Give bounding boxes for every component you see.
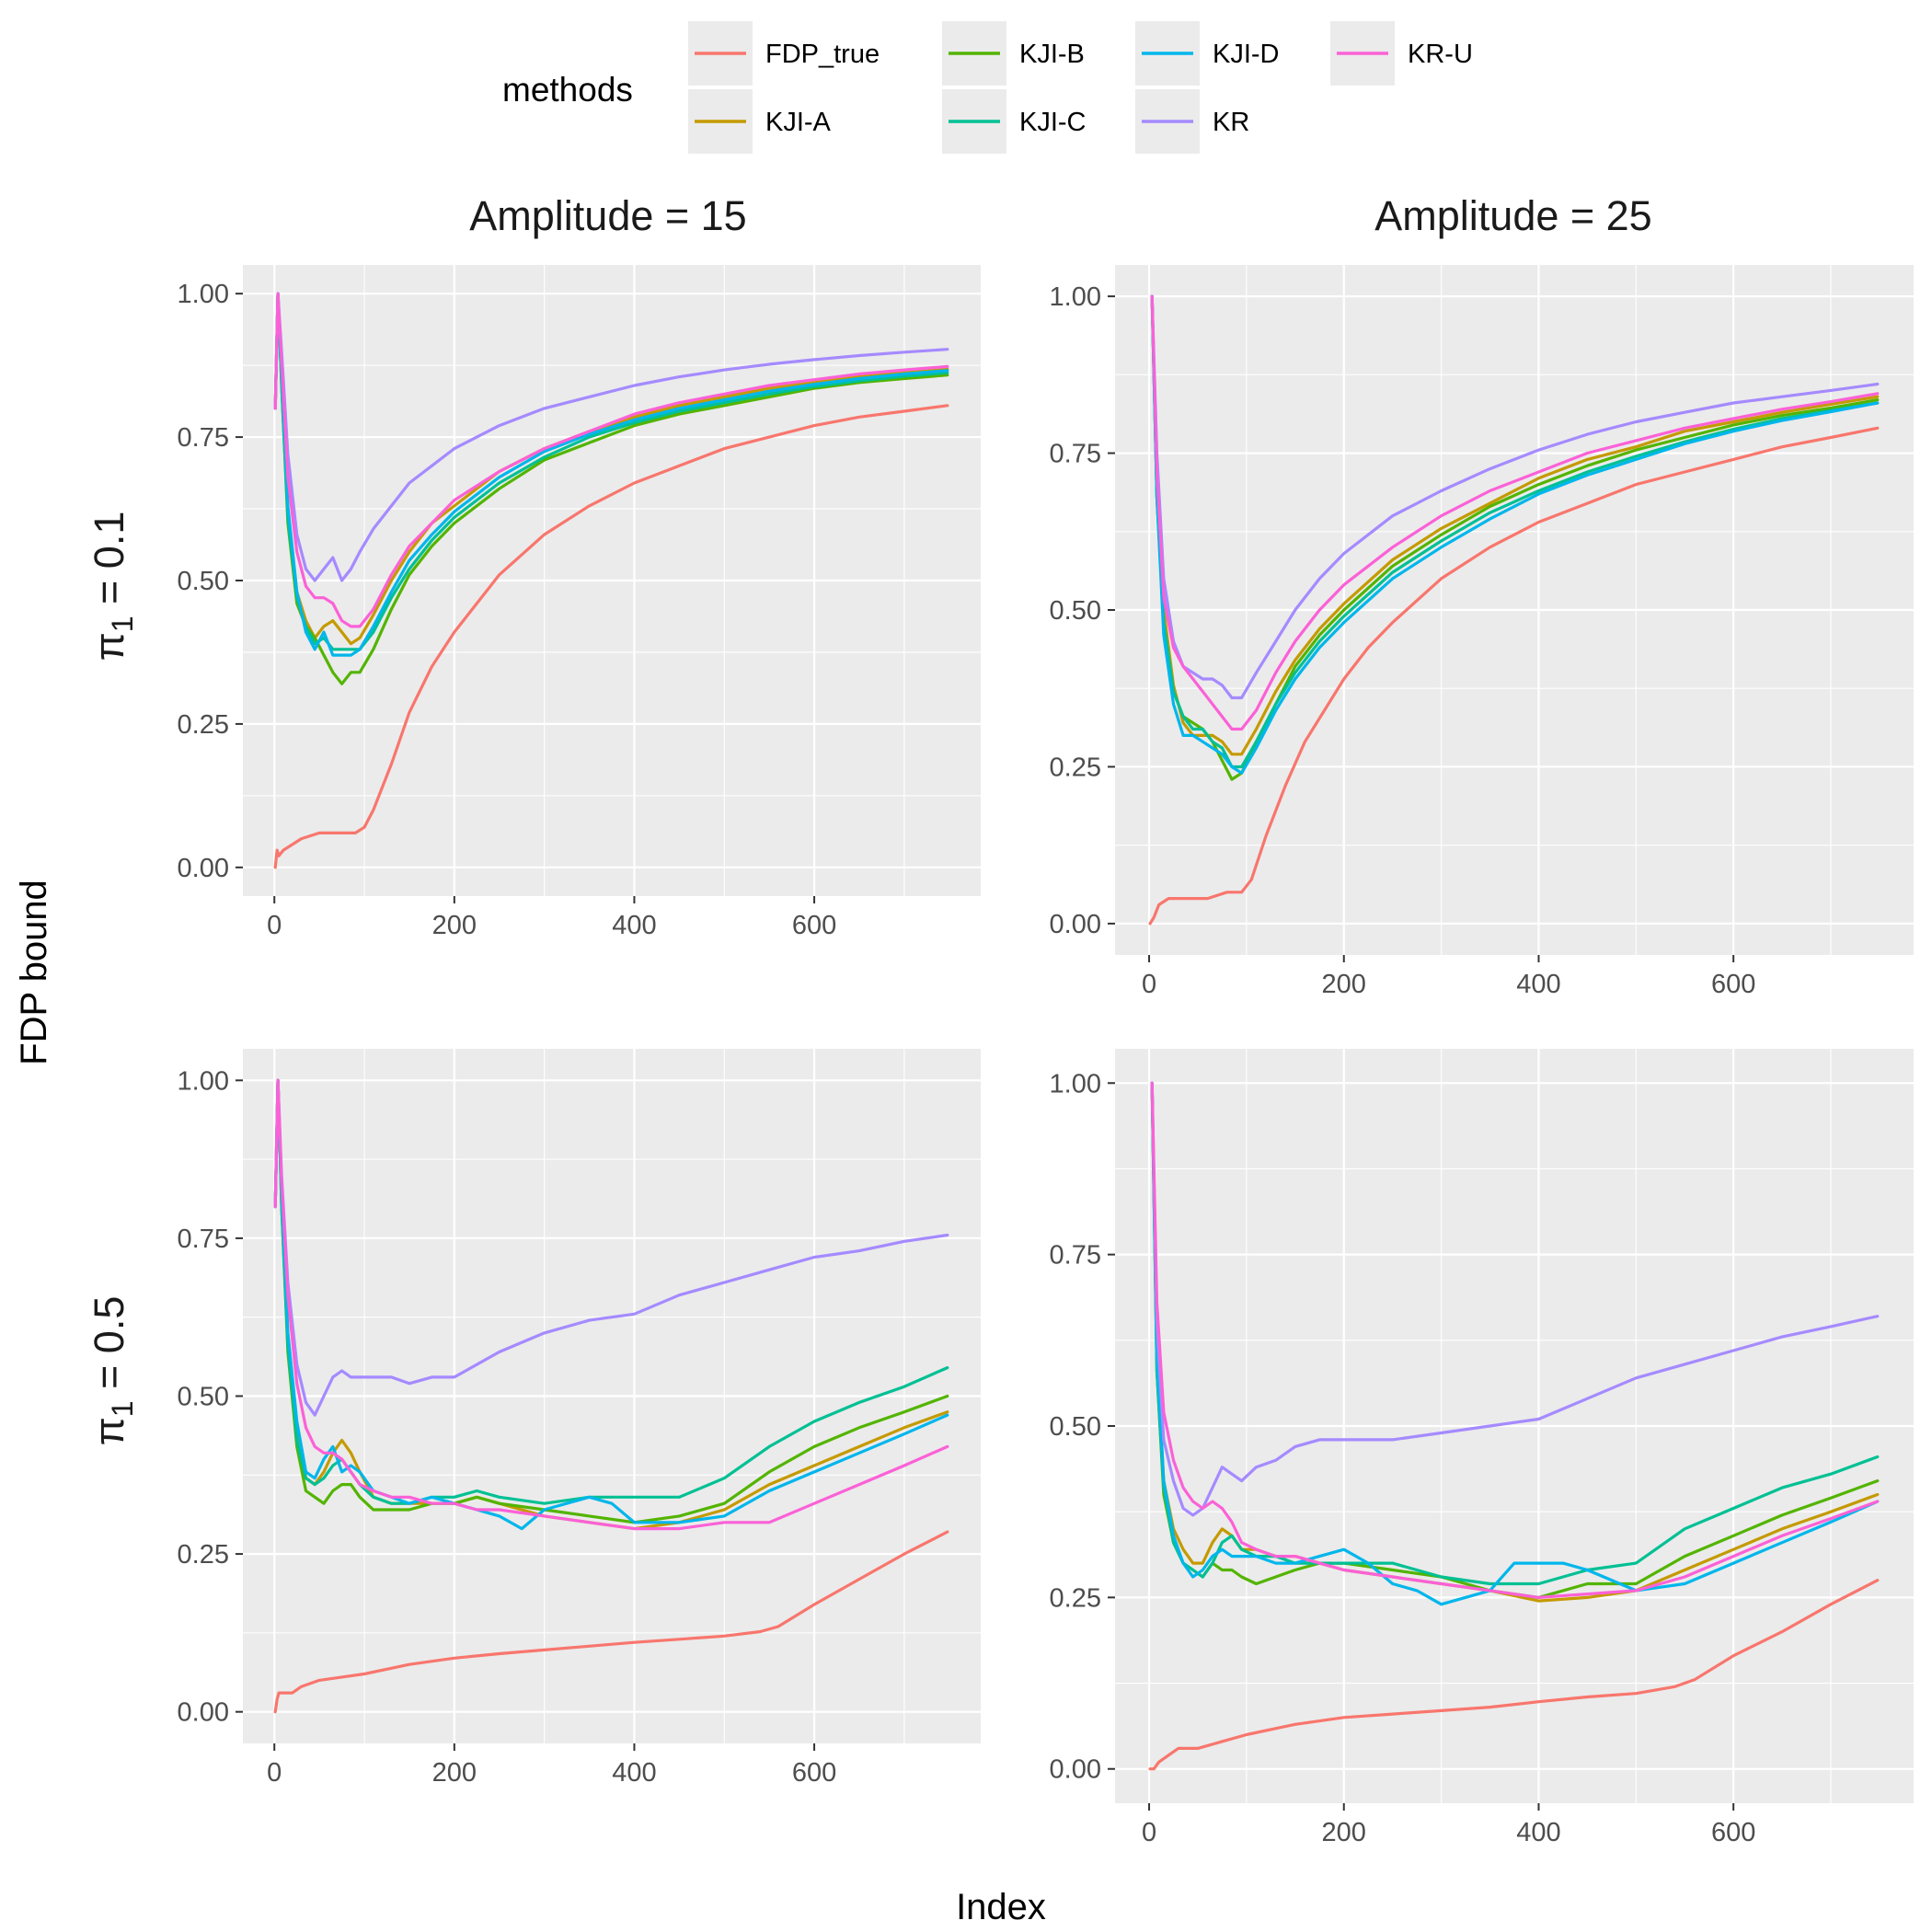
y-tick-label: 0.75: [178, 423, 229, 453]
x-tick-label: 200: [1322, 970, 1366, 999]
x-tick-label: 600: [1711, 1818, 1755, 1847]
x-tick-label: 0: [267, 1758, 282, 1788]
y-tick-label: 0.25: [178, 710, 229, 740]
x-tick-label: 200: [432, 1758, 477, 1788]
y-tick-label: 0.00: [1050, 910, 1101, 939]
x-tick-label: 400: [612, 911, 656, 940]
legend-label: KJI-D: [1213, 40, 1280, 69]
legend-item-kr: KR: [1135, 89, 1249, 154]
y-axis-title: FDP bound: [14, 880, 54, 1065]
y-tick-label: 0.50: [178, 1383, 229, 1412]
legend-item-kji-d: KJI-D: [1135, 21, 1280, 86]
series-line-kji-b: [273, 1078, 949, 1524]
y-tick-label: 0.75: [1050, 440, 1101, 469]
y-tick-label: 0.00: [1050, 1755, 1101, 1785]
series-line-kr-u: [273, 1078, 949, 1531]
legend-label: KR: [1213, 108, 1249, 137]
legend-label: KJI-A: [765, 108, 832, 137]
panel-r2-c2: 0 200 400 600 0.00 0.25 0.50 0.75 1.00: [1050, 1049, 1914, 1847]
x-tick-label: 200: [432, 911, 477, 940]
legend-item-kji-a: KJI-A: [688, 89, 832, 154]
series-line-kji-d: [1150, 294, 1880, 775]
y-tick-label: 0.25: [178, 1540, 229, 1570]
y-tick-label: 1.00: [178, 1066, 229, 1096]
y-tick-label: 0.75: [178, 1225, 229, 1254]
series-line-kji-a: [1150, 294, 1880, 756]
x-tick-label: 0: [1142, 1818, 1156, 1847]
y-tick-label: 0.25: [1050, 753, 1101, 782]
x-tick-label: 400: [1516, 1818, 1560, 1847]
series-line-kji-c: [1150, 294, 1880, 769]
x-tick-label: 0: [267, 911, 282, 940]
legend-title: methods: [502, 71, 633, 109]
y-tick-label: 1.00: [178, 280, 229, 309]
facet-column-label: Amplitude = 15: [469, 192, 746, 239]
facet-row-symbol: π: [86, 632, 132, 661]
y-tick-label: 0.00: [178, 1698, 229, 1728]
facet-row-value: = 0.1: [86, 512, 132, 616]
legend-item-kr-u: KR-U: [1330, 21, 1473, 86]
series-line-kji-d: [273, 1078, 949, 1531]
facet-row-subscript: 1: [106, 615, 139, 632]
panel-r1-c1: 0 200 400 600 0.00 0.25 0.50 0.75 1.00: [178, 265, 981, 940]
facet-column-label: Amplitude = 25: [1374, 192, 1651, 239]
x-tick-label: 0: [1142, 970, 1156, 999]
x-tick-label: 400: [1516, 970, 1560, 999]
series-line-kr: [273, 292, 949, 582]
x-tick-label: 600: [792, 1758, 836, 1788]
y-tick-label: 1.00: [1050, 1069, 1101, 1098]
legend-item-kji-c: KJI-C: [942, 89, 1087, 154]
legend-label: KR-U: [1408, 40, 1473, 69]
legend: methods FDP_true KJI-A KJI-B KJI-C KJI-D KR KR-…: [502, 21, 1473, 154]
y-tick-label: 0.50: [178, 567, 229, 596]
facet-row-value: = 0.5: [86, 1296, 132, 1401]
y-tick-label: 0.50: [1050, 596, 1101, 626]
y-tick-label: 0.00: [178, 854, 229, 883]
series-line-kr: [273, 1078, 949, 1417]
y-tick-label: 0.25: [1050, 1583, 1101, 1613]
x-axis-title: Index: [956, 1887, 1046, 1927]
facet-row-label: π1 = 0.5: [86, 1296, 139, 1446]
series-line-fdp-true: [273, 404, 949, 869]
panel-r2-c1: 0 200 400 600 0.00 0.25 0.50 0.75 1.00: [178, 1049, 981, 1788]
series-line-kr-u: [1150, 294, 1880, 731]
y-tick-label: 0.50: [1050, 1412, 1101, 1442]
series-line-kji-d: [273, 292, 949, 657]
facet-row-symbol: π: [86, 1417, 132, 1445]
series-line-fdp-true: [1148, 426, 1880, 926]
legend-label: KJI-C: [1019, 108, 1087, 137]
legend-item-fdp-true: FDP_true: [688, 21, 880, 86]
legend-label: KJI-B: [1019, 40, 1085, 69]
series-line-fdp-true: [273, 1530, 949, 1714]
legend-item-kji-b: KJI-B: [942, 21, 1085, 86]
x-tick-label: 400: [612, 1758, 656, 1788]
x-tick-label: 200: [1322, 1818, 1366, 1847]
x-tick-label: 600: [792, 911, 836, 940]
series-line-kr-u: [1150, 1081, 1880, 1599]
legend-label: FDP_true: [765, 40, 880, 69]
y-tick-label: 1.00: [1050, 282, 1101, 312]
panel-r1-c2: 0 200 400 600 0.00 0.25 0.50 0.75 1.00: [1050, 265, 1914, 999]
series-line-fdp-true: [1148, 1579, 1880, 1771]
series-line-kr: [1150, 1081, 1880, 1517]
y-tick-label: 0.75: [1050, 1241, 1101, 1271]
x-tick-label: 600: [1711, 970, 1755, 999]
facet-row-label: π1 = 0.1: [86, 512, 139, 661]
series-line-kr-u: [273, 292, 949, 628]
facet-row-subscript: 1: [106, 1400, 139, 1417]
